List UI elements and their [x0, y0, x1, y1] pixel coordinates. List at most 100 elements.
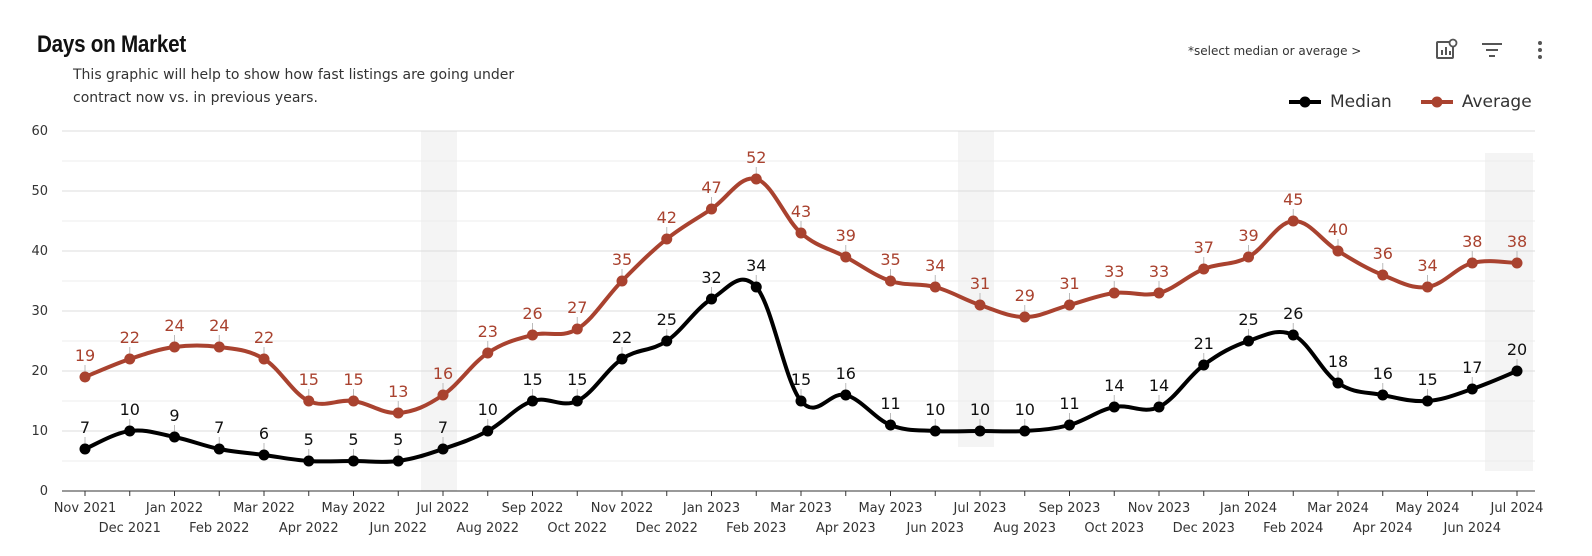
average-point	[437, 389, 449, 401]
x-tick-label: Jun 2024	[1442, 521, 1501, 536]
y-tick-label: 0	[40, 484, 48, 499]
x-tick-label: Jan 2022	[145, 501, 203, 516]
legend-label-average: Average	[1461, 92, 1532, 112]
average-point	[571, 323, 583, 335]
average-point	[124, 353, 136, 365]
average-data-label: 15	[299, 370, 319, 389]
median-point	[929, 425, 941, 437]
x-tick-label: Mar 2023	[770, 501, 832, 516]
average-point	[169, 341, 180, 353]
median-data-label: 16	[1373, 364, 1393, 383]
x-tick-label: Jun 2022	[368, 521, 427, 536]
median-point	[1377, 389, 1389, 401]
median-point	[1332, 377, 1344, 389]
average-data-label: 13	[388, 382, 408, 401]
median-point	[885, 419, 896, 431]
average-data-label: 15	[343, 370, 363, 389]
average-data-label: 26	[522, 304, 542, 323]
average-line-swatch-icon	[1420, 96, 1453, 108]
filter-icon[interactable]	[1480, 38, 1504, 62]
median-data-label: 6	[259, 424, 269, 443]
median-data-label: 5	[304, 430, 314, 449]
median-data-label: 18	[1328, 352, 1348, 371]
average-point	[1153, 287, 1165, 299]
x-tick-label: Oct 2023	[1084, 521, 1144, 536]
median-point	[1019, 425, 1031, 437]
average-point	[616, 275, 628, 287]
median-data-label: 20	[1507, 340, 1527, 359]
average-data-label: 23	[478, 322, 498, 341]
median-data-label: 17	[1462, 358, 1482, 377]
median-data-label: 14	[1149, 376, 1169, 395]
median-point	[124, 425, 136, 437]
median-point	[527, 395, 538, 407]
median-point	[348, 455, 359, 467]
median-data-label: 5	[393, 430, 403, 449]
average-data-label: 29	[1015, 286, 1035, 305]
average-point	[929, 281, 941, 293]
median-point	[1108, 401, 1120, 413]
median-point	[840, 389, 852, 401]
legend-item-median[interactable]: Median	[1288, 92, 1392, 112]
median-data-label: 34	[746, 256, 766, 275]
median-point	[1511, 365, 1523, 377]
legend-item-average[interactable]: Average	[1420, 92, 1532, 112]
x-tick-label: Dec 2023	[1173, 521, 1235, 536]
median-data-label: 25	[1238, 310, 1258, 329]
average-point	[527, 329, 538, 341]
median-point	[169, 431, 180, 443]
average-data-label: 37	[1194, 238, 1214, 257]
x-tick-label: May 2024	[1395, 501, 1459, 516]
more-vertical-icon[interactable]	[1528, 38, 1552, 62]
x-tick-label: Apr 2022	[279, 521, 339, 536]
x-tick-label: Mar 2022	[233, 501, 295, 516]
x-tick-label: Dec 2021	[99, 521, 161, 536]
average-point	[1332, 245, 1344, 257]
average-data-label: 34	[925, 256, 945, 275]
average-data-label: 31	[970, 274, 990, 293]
median-data-label: 15	[567, 370, 587, 389]
median-point	[661, 335, 673, 347]
x-tick-label: Feb 2024	[1263, 521, 1323, 536]
median-point	[258, 449, 270, 461]
average-point	[213, 341, 225, 353]
average-point	[1377, 269, 1389, 281]
average-point	[750, 173, 762, 185]
average-point	[840, 251, 852, 263]
average-point	[482, 347, 494, 359]
median-data-label: 16	[836, 364, 856, 383]
select-median-average-hint[interactable]: *select median or average >	[1188, 44, 1362, 58]
median-data-label: 10	[478, 400, 498, 419]
legend-label-median: Median	[1330, 92, 1392, 112]
average-point	[258, 353, 270, 365]
x-tick-label: Mar 2024	[1307, 501, 1369, 516]
x-tick-label: Aug 2022	[456, 521, 519, 536]
median-point	[303, 455, 315, 467]
average-point	[661, 233, 673, 245]
average-data-label: 24	[209, 316, 229, 335]
x-tick-label: May 2023	[858, 501, 922, 516]
highlight-band	[958, 131, 994, 447]
median-point	[616, 353, 628, 365]
average-data-label: 47	[701, 178, 721, 197]
x-tick-label: Aug 2023	[993, 521, 1056, 536]
chart-settings-icon[interactable]	[1435, 38, 1459, 62]
average-data-label: 43	[791, 202, 811, 221]
average-point	[1243, 251, 1254, 263]
median-data-label: 26	[1283, 304, 1303, 323]
y-tick-label: 30	[31, 304, 48, 319]
median-data-label: 7	[80, 418, 90, 437]
median-point	[1153, 401, 1165, 413]
chart-title: Days on Market	[37, 31, 186, 58]
median-data-label: 10	[1015, 400, 1035, 419]
median-data-label: 10	[925, 400, 945, 419]
x-tick-label: Sep 2023	[1039, 501, 1101, 516]
median-point	[750, 281, 762, 293]
x-tick-label: Jul 2022	[416, 501, 470, 516]
average-point	[1198, 263, 1210, 275]
median-point	[974, 425, 986, 437]
highlight-band	[1485, 153, 1533, 471]
median-point	[1422, 395, 1433, 407]
x-tick-label: Nov 2022	[591, 501, 654, 516]
